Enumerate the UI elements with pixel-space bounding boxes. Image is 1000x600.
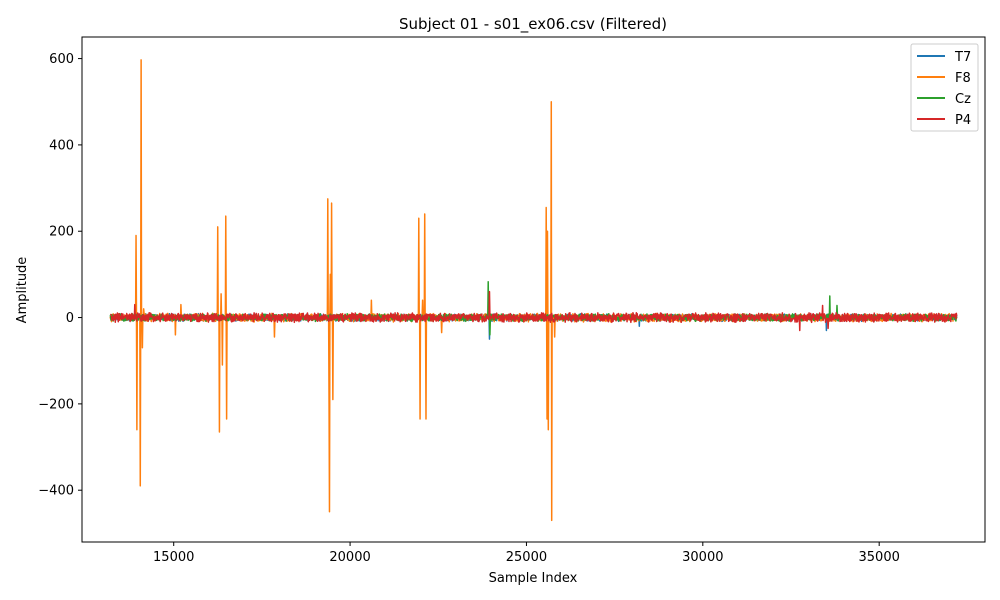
chart-title: Subject 01 - s01_ex06.csv (Filtered) [399,15,667,34]
y-axis: −400 −200 0 200 400 600 [38,52,82,499]
y-tick-label: −400 [38,484,74,499]
legend: T7 F8 Cz P4 [910,43,979,132]
x-axis: 15000 20000 25000 30000 35000 [153,542,900,565]
y-tick-label: 600 [49,52,74,67]
legend-box [910,43,979,132]
series-line-f8 [109,59,958,522]
series-line-p4 [109,290,958,332]
legend-label-t7: T7 [954,50,971,65]
x-tick-label: 35000 [859,550,900,565]
legend-label-f8: F8 [955,71,971,86]
legend-label-p4: P4 [955,113,971,128]
series-line-cz [109,280,958,336]
y-tick-label: −200 [38,397,74,412]
y-tick-label: 400 [49,138,74,153]
x-tick-label: 25000 [506,550,547,565]
legend-label-cz: Cz [955,92,971,107]
x-tick-label: 20000 [329,550,370,565]
x-tick-label: 30000 [682,550,723,565]
x-axis-label: Sample Index [489,571,578,586]
y-axis-label: Amplitude [15,257,30,324]
plot-lines [109,59,958,522]
y-tick-label: 0 [66,311,74,326]
plot-frame [81,36,986,543]
y-tick-label: 200 [49,225,74,240]
x-tick-label: 15000 [153,550,194,565]
